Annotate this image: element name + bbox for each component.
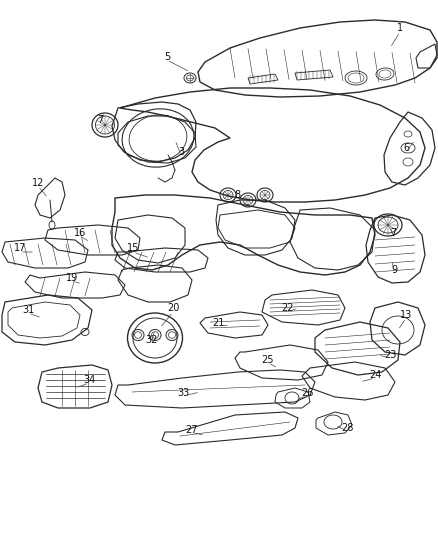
Text: 7: 7	[97, 115, 103, 125]
Text: 12: 12	[32, 178, 44, 188]
Text: 6: 6	[403, 143, 409, 153]
Text: 27: 27	[186, 425, 198, 435]
Text: 7: 7	[390, 228, 396, 238]
Text: 26: 26	[301, 388, 313, 398]
Text: 5: 5	[164, 52, 170, 62]
Text: 1: 1	[397, 23, 403, 33]
Text: 32: 32	[145, 335, 157, 345]
Text: 8: 8	[234, 190, 240, 200]
Text: 19: 19	[66, 273, 78, 283]
Text: 28: 28	[341, 423, 353, 433]
Text: 15: 15	[127, 243, 139, 253]
Text: 23: 23	[384, 350, 396, 360]
Text: 20: 20	[167, 303, 179, 313]
Text: 25: 25	[262, 355, 274, 365]
Text: 24: 24	[369, 370, 381, 380]
Text: 31: 31	[22, 305, 34, 315]
Text: 22: 22	[282, 303, 294, 313]
Text: 33: 33	[177, 388, 189, 398]
Text: 21: 21	[212, 318, 224, 328]
Text: 13: 13	[400, 310, 412, 320]
Text: 17: 17	[14, 243, 26, 253]
Text: 9: 9	[391, 265, 397, 275]
Text: 34: 34	[83, 375, 95, 385]
Text: 16: 16	[74, 228, 86, 238]
Text: 3: 3	[178, 147, 184, 157]
